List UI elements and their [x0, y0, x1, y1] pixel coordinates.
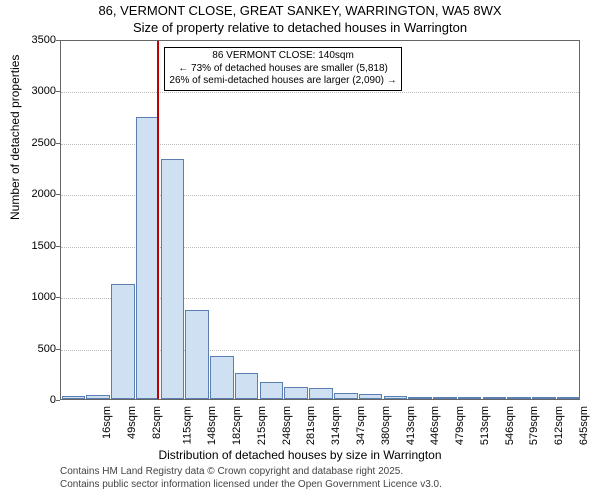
x-tick-label: 380sqm [380, 406, 392, 445]
bar [260, 382, 284, 399]
x-tick-label: 645sqm [578, 406, 590, 445]
chart-title-line1: 86, VERMONT CLOSE, GREAT SANKEY, WARRING… [0, 3, 600, 18]
footer-line1: Contains HM Land Registry data © Crown c… [60, 466, 403, 477]
bar [532, 397, 556, 399]
bar [384, 396, 408, 399]
bar [161, 159, 185, 399]
bar [408, 397, 432, 399]
x-tick-label: 115sqm [181, 406, 193, 444]
y-tick-label: 0 [16, 394, 56, 406]
x-tick-label: 248sqm [281, 406, 293, 445]
y-tick-label: 3500 [16, 34, 56, 46]
x-tick-label: 446sqm [429, 406, 441, 445]
bar [235, 373, 259, 399]
bar [210, 356, 234, 399]
x-tick-label: 546sqm [504, 406, 516, 445]
chart-title-line2: Size of property relative to detached ho… [0, 20, 600, 35]
bar [284, 387, 308, 399]
y-tick-label: 2500 [16, 137, 56, 149]
x-tick-label: 281sqm [306, 406, 318, 445]
y-tick-label: 2000 [16, 188, 56, 200]
x-tick-label: 513sqm [479, 406, 491, 445]
bar [111, 284, 135, 399]
x-tick-label: 16sqm [101, 406, 113, 439]
chart-container: 86, VERMONT CLOSE, GREAT SANKEY, WARRING… [0, 0, 600, 500]
gridline [61, 92, 579, 93]
bar [185, 310, 209, 399]
annotation-line2: ← 73% of detached houses are smaller (5,… [169, 63, 396, 76]
marker-line [157, 41, 159, 399]
bar [86, 395, 110, 399]
bar [359, 394, 383, 399]
bar [458, 397, 482, 399]
bar [136, 117, 160, 399]
x-tick-label: 49sqm [126, 406, 138, 439]
bar [62, 396, 86, 399]
x-tick-label: 148sqm [207, 406, 219, 445]
x-tick-label: 314sqm [330, 406, 342, 445]
annotation-line3: 26% of semi-detached houses are larger (… [169, 75, 396, 88]
bar [557, 397, 581, 399]
y-tick-label: 3000 [16, 85, 56, 97]
bar [309, 388, 333, 399]
plot-area: 86 VERMONT CLOSE: 140sqm ← 73% of detach… [60, 40, 580, 400]
x-axis-label: Distribution of detached houses by size … [0, 448, 600, 462]
bar [507, 397, 531, 399]
bar [334, 393, 358, 399]
x-tick-label: 82sqm [151, 406, 163, 439]
y-tick-label: 500 [16, 343, 56, 355]
footer-line2: Contains public sector information licen… [60, 479, 442, 490]
y-tick-mark [56, 400, 60, 401]
annotation-box: 86 VERMONT CLOSE: 140sqm ← 73% of detach… [164, 47, 401, 91]
x-tick-label: 182sqm [231, 406, 243, 445]
bar [483, 397, 507, 399]
bar [433, 397, 457, 399]
x-tick-label: 413sqm [405, 406, 417, 445]
x-tick-label: 215sqm [256, 406, 268, 445]
y-tick-label: 1000 [16, 291, 56, 303]
x-tick-label: 479sqm [454, 406, 466, 445]
x-tick-label: 612sqm [553, 406, 565, 445]
y-tick-label: 1500 [16, 240, 56, 252]
x-tick-label: 579sqm [528, 406, 540, 445]
x-tick-label: 347sqm [355, 406, 367, 445]
annotation-line1: 86 VERMONT CLOSE: 140sqm [169, 50, 396, 63]
